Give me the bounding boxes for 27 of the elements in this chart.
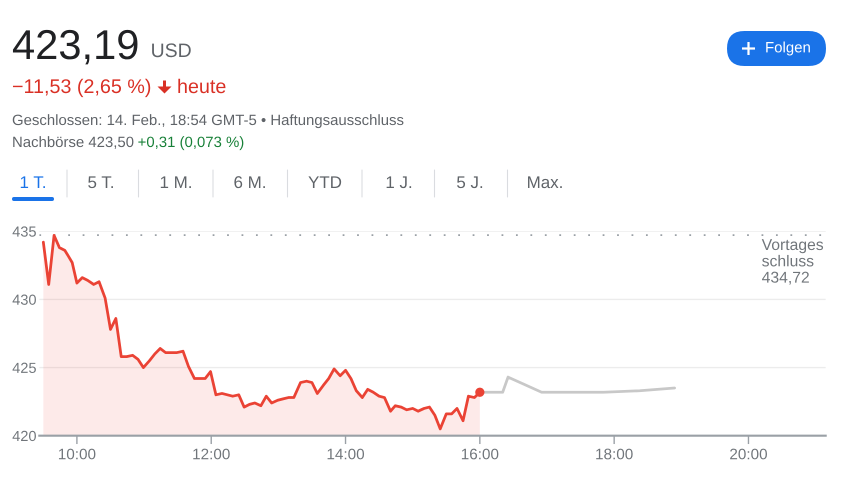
text: 1 T. xyxy=(20,176,45,188)
text: 5 T. xyxy=(88,176,113,188)
y-tick-label: 420 xyxy=(12,430,36,442)
text: Max. xyxy=(528,176,562,188)
y-tick-label: 435 xyxy=(12,226,36,237)
y-tick-label: 430 xyxy=(12,294,36,305)
text: Folgen xyxy=(766,42,810,56)
text: 1 J. xyxy=(386,176,412,188)
text: heute xyxy=(178,78,226,94)
chart-title: 423,19 xyxy=(12,30,138,64)
x-tick-label: 20:00 xyxy=(730,448,767,460)
text: USD xyxy=(152,43,191,58)
text: 6 M. xyxy=(234,176,265,188)
x-tick-label: 18:00 xyxy=(596,448,633,460)
ref-line-label: Vortages schluss 434,72 xyxy=(762,239,824,285)
text: +0,31 (0,073 %) xyxy=(138,136,244,150)
x-tick-label: 10:00 xyxy=(58,448,96,460)
text: Nachbörse 423,50 xyxy=(13,136,134,149)
text: Geschlossen: 14. Feb., 18:54 GMT-5 • Haftungsausschluss xyxy=(12,114,404,128)
x-tick-label: 14:00 xyxy=(328,448,364,460)
y-tick-label: 425 xyxy=(12,362,36,373)
text: 1 M. xyxy=(160,176,191,188)
x-tick-label: 12:00 xyxy=(193,448,230,460)
text: 5 J. xyxy=(457,176,482,188)
chart-subtitle: −11,53 (2,65 %) xyxy=(12,78,150,98)
x-tick-label: 16:00 xyxy=(462,448,498,460)
text: YTD xyxy=(308,176,342,188)
